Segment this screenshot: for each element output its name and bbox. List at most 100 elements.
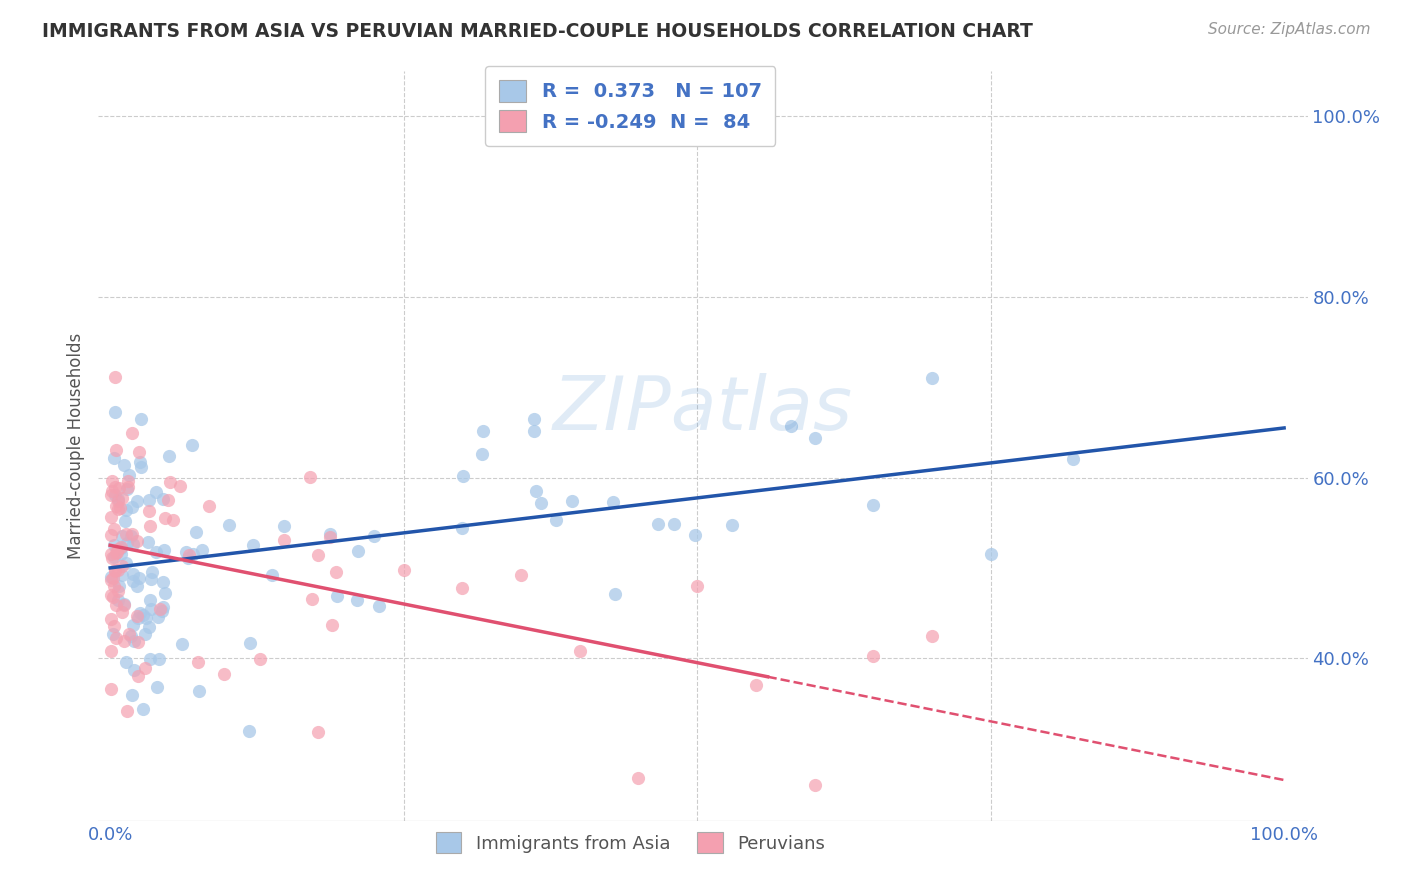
Point — [523, 411, 546, 425]
Point — [159, 450, 181, 464]
Point — [298, 469, 321, 483]
Point — [117, 468, 139, 483]
Point — [146, 609, 169, 624]
Point — [129, 606, 152, 620]
Y-axis label: Married-couple Households: Married-couple Households — [66, 333, 84, 559]
Point — [120, 529, 142, 543]
Point — [125, 608, 148, 623]
Point — [117, 704, 139, 718]
Point — [100, 488, 122, 502]
Point — [110, 541, 132, 555]
Point — [103, 522, 125, 536]
Point — [307, 724, 329, 739]
Point — [134, 661, 156, 675]
Point — [131, 460, 153, 475]
Point — [131, 608, 153, 623]
Point — [319, 530, 342, 544]
Point — [180, 438, 202, 452]
Point — [107, 494, 129, 508]
Point — [239, 636, 262, 650]
Point — [103, 618, 125, 632]
Point — [249, 652, 271, 666]
Point — [112, 599, 135, 613]
Point — [104, 563, 127, 577]
Point — [647, 516, 669, 531]
Point — [108, 579, 131, 593]
Point — [110, 500, 132, 515]
Point — [121, 500, 143, 514]
Point — [100, 547, 122, 561]
Point — [100, 612, 122, 626]
Point — [121, 527, 143, 541]
Point — [132, 702, 155, 716]
Point — [214, 666, 236, 681]
Point — [139, 518, 162, 533]
Point — [325, 565, 347, 579]
Point — [524, 484, 547, 499]
Point — [862, 498, 884, 512]
Point — [101, 474, 124, 488]
Point — [101, 550, 124, 565]
Point — [117, 536, 139, 550]
Point — [148, 651, 170, 665]
Point — [100, 570, 122, 584]
Point — [127, 669, 149, 683]
Point — [104, 443, 127, 458]
Point — [128, 571, 150, 585]
Point — [101, 626, 124, 640]
Point — [262, 567, 284, 582]
Point — [101, 483, 124, 498]
Point — [803, 432, 825, 446]
Point — [122, 663, 145, 677]
Point — [107, 502, 129, 516]
Point — [114, 514, 136, 528]
Point — [921, 371, 943, 385]
Point — [153, 511, 176, 525]
Point — [118, 626, 141, 640]
Point — [127, 635, 149, 649]
Point — [105, 632, 128, 646]
Point — [127, 610, 149, 624]
Point — [721, 517, 744, 532]
Point — [301, 592, 323, 607]
Point — [139, 592, 162, 607]
Point — [803, 778, 825, 792]
Point — [117, 482, 139, 496]
Point — [114, 655, 136, 669]
Point — [103, 549, 125, 564]
Point — [122, 574, 145, 588]
Point — [111, 491, 134, 505]
Point — [135, 611, 157, 625]
Point — [145, 544, 167, 558]
Point — [141, 565, 163, 579]
Point — [561, 494, 583, 508]
Point — [138, 620, 160, 634]
Point — [149, 601, 172, 615]
Point — [174, 545, 197, 559]
Point — [146, 680, 169, 694]
Point — [105, 598, 128, 612]
Point — [169, 479, 191, 493]
Text: ZIPatlas: ZIPatlas — [553, 373, 853, 444]
Point — [127, 579, 149, 593]
Point — [184, 525, 207, 540]
Point — [152, 491, 174, 506]
Point — [104, 370, 127, 384]
Point — [238, 724, 260, 739]
Point — [153, 586, 176, 600]
Point — [139, 652, 162, 666]
Point — [139, 572, 162, 586]
Point — [104, 564, 127, 578]
Point — [153, 542, 176, 557]
Point — [112, 634, 135, 648]
Point — [603, 587, 626, 601]
Point — [602, 495, 624, 509]
Point — [115, 526, 138, 541]
Point — [108, 481, 131, 495]
Point — [218, 518, 240, 533]
Point — [121, 537, 143, 551]
Point — [134, 626, 156, 640]
Point — [103, 571, 125, 585]
Point — [862, 649, 884, 664]
Point — [510, 567, 533, 582]
